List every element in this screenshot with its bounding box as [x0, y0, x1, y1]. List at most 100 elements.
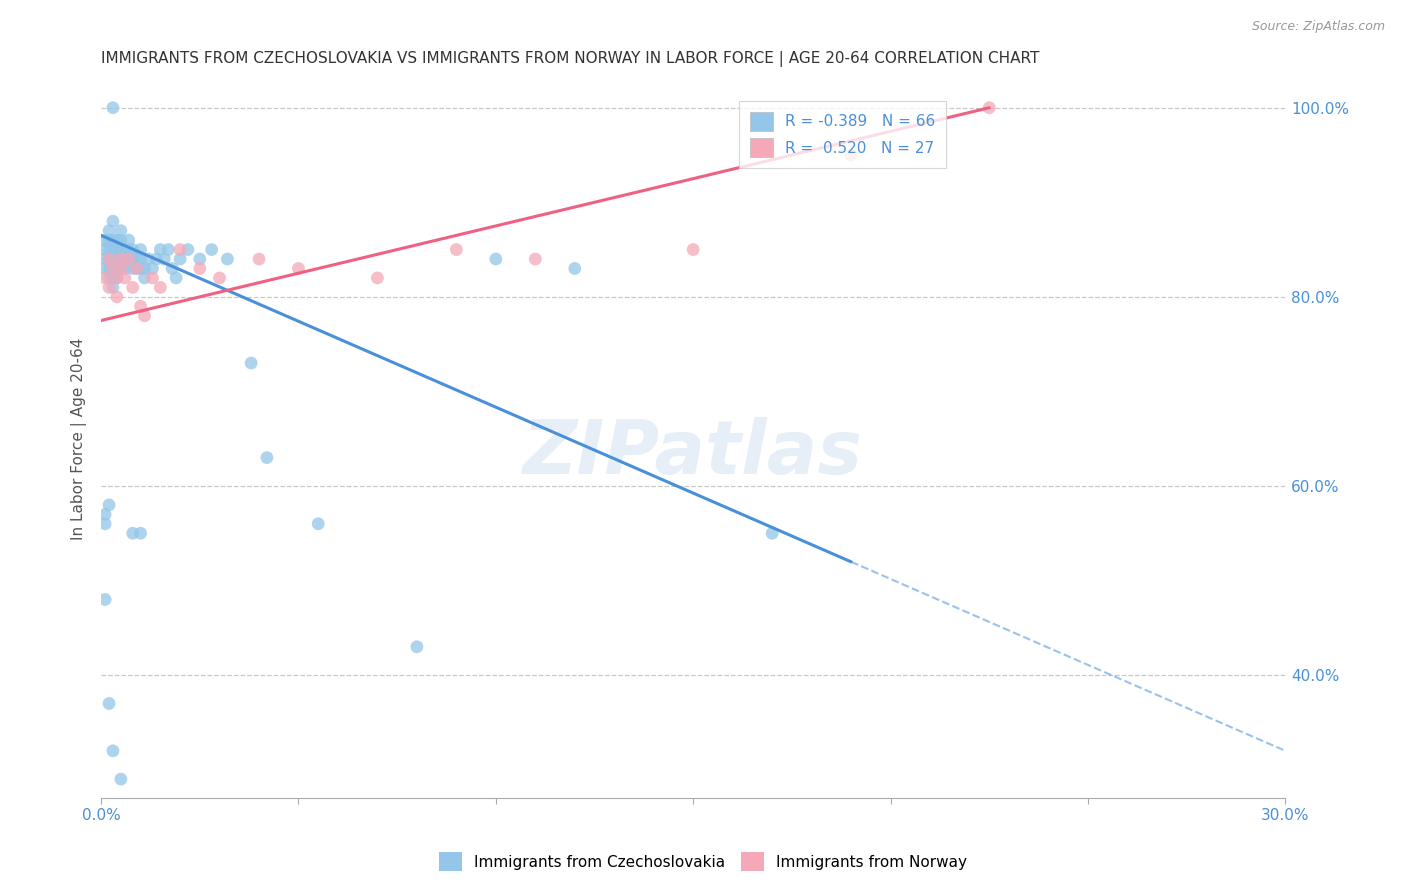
- Point: [134, 261, 156, 276]
- Point: [979, 101, 1001, 115]
- Point: [406, 640, 429, 654]
- Point: [485, 252, 508, 266]
- Point: [129, 299, 152, 313]
- Point: [125, 261, 148, 276]
- Point: [287, 261, 309, 276]
- Point: [121, 243, 143, 257]
- Point: [129, 261, 152, 276]
- Point: [366, 271, 388, 285]
- Point: [247, 252, 270, 266]
- Point: [98, 280, 121, 294]
- Point: [105, 252, 128, 266]
- Point: [101, 233, 124, 247]
- Point: [94, 271, 117, 285]
- Point: [98, 252, 121, 266]
- Point: [564, 261, 586, 276]
- Point: [118, 252, 141, 266]
- Point: [446, 243, 468, 257]
- Point: [134, 309, 156, 323]
- Point: [208, 271, 231, 285]
- Point: [138, 252, 160, 266]
- Point: [125, 252, 148, 266]
- Point: [101, 280, 124, 294]
- Point: [101, 261, 124, 276]
- Point: [141, 261, 163, 276]
- Point: [105, 271, 128, 285]
- Text: IMMIGRANTS FROM CZECHOSLOVAKIA VS IMMIGRANTS FROM NORWAY IN LABOR FORCE | AGE 20: IMMIGRANTS FROM CZECHOSLOVAKIA VS IMMIGR…: [101, 51, 1039, 67]
- Point: [98, 224, 121, 238]
- Point: [94, 592, 117, 607]
- Point: [110, 261, 132, 276]
- Point: [110, 261, 132, 276]
- Point: [177, 243, 200, 257]
- Point: [94, 252, 117, 266]
- Point: [105, 261, 128, 276]
- Y-axis label: In Labor Force | Age 20-64: In Labor Force | Age 20-64: [72, 337, 87, 540]
- Point: [169, 252, 191, 266]
- Point: [149, 280, 172, 294]
- Point: [256, 450, 278, 465]
- Point: [160, 261, 183, 276]
- Point: [682, 243, 704, 257]
- Point: [101, 252, 124, 266]
- Point: [114, 252, 136, 266]
- Point: [98, 233, 121, 247]
- Point: [761, 526, 783, 541]
- Point: [114, 243, 136, 257]
- Point: [121, 526, 143, 541]
- Text: Source: ZipAtlas.com: Source: ZipAtlas.com: [1251, 20, 1385, 33]
- Text: ZIPatlas: ZIPatlas: [523, 417, 863, 490]
- Point: [121, 261, 143, 276]
- Point: [114, 261, 136, 276]
- Point: [121, 280, 143, 294]
- Point: [129, 243, 152, 257]
- Point: [101, 744, 124, 758]
- Point: [110, 252, 132, 266]
- Point: [217, 252, 239, 266]
- Point: [145, 252, 167, 266]
- Point: [98, 498, 121, 512]
- Point: [141, 271, 163, 285]
- Point: [129, 252, 152, 266]
- Point: [98, 252, 121, 266]
- Point: [101, 214, 124, 228]
- Point: [98, 271, 121, 285]
- Point: [105, 290, 128, 304]
- Point: [110, 772, 132, 786]
- Point: [240, 356, 263, 370]
- Point: [110, 252, 132, 266]
- Legend: R = -0.389   N = 66, R =  0.520   N = 27: R = -0.389 N = 66, R = 0.520 N = 27: [740, 102, 946, 168]
- Point: [125, 261, 148, 276]
- Point: [118, 252, 141, 266]
- Point: [94, 261, 117, 276]
- Point: [101, 101, 124, 115]
- Point: [118, 243, 141, 257]
- Point: [188, 261, 211, 276]
- Point: [153, 252, 176, 266]
- Point: [524, 252, 547, 266]
- Point: [98, 261, 121, 276]
- Legend: Immigrants from Czechoslovakia, Immigrants from Norway: Immigrants from Czechoslovakia, Immigran…: [433, 847, 973, 877]
- Point: [157, 243, 180, 257]
- Point: [149, 243, 172, 257]
- Point: [94, 508, 117, 522]
- Point: [105, 271, 128, 285]
- Point: [94, 233, 117, 247]
- Point: [105, 243, 128, 257]
- Point: [105, 233, 128, 247]
- Point: [121, 252, 143, 266]
- Point: [110, 224, 132, 238]
- Point: [118, 233, 141, 247]
- Point: [94, 516, 117, 531]
- Point: [114, 271, 136, 285]
- Point: [134, 271, 156, 285]
- Point: [101, 261, 124, 276]
- Point: [165, 271, 187, 285]
- Point: [188, 252, 211, 266]
- Point: [101, 271, 124, 285]
- Point: [307, 516, 329, 531]
- Point: [839, 148, 862, 162]
- Point: [101, 243, 124, 257]
- Point: [98, 697, 121, 711]
- Point: [169, 243, 191, 257]
